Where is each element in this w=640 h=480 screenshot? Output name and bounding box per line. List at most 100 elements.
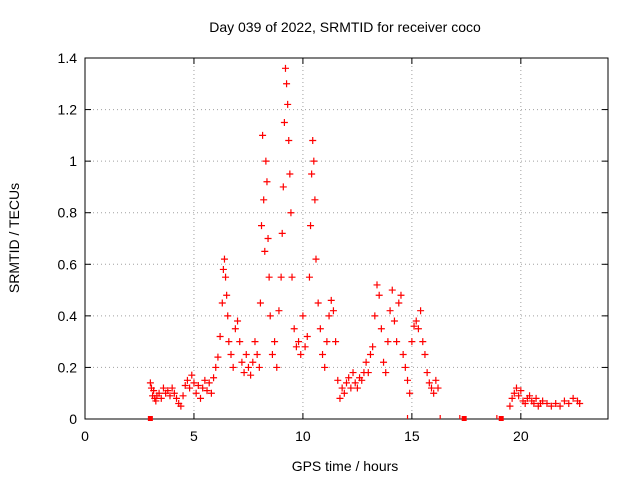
data-point [408,338,416,346]
data-point [508,394,516,402]
data-point [358,376,366,384]
data-point [517,387,525,395]
x-axis-title: GPS time / hours [292,458,399,474]
data-point [283,80,291,88]
data-point [287,209,295,217]
data-point [196,394,204,402]
data-point [414,325,422,333]
data-point [386,307,394,315]
data-point [210,374,218,382]
data-point [310,157,318,165]
y-tick-label: 0.8 [58,205,78,221]
x-tick-label: 15 [404,428,420,444]
data-point [234,317,242,325]
data-point [150,387,158,395]
data-point [212,363,220,371]
data-point [314,299,322,307]
data-point [311,196,319,204]
data-point [227,351,235,359]
data-point [280,118,288,126]
x-tick-label: 0 [81,428,89,444]
data-point [327,296,335,304]
data-point [552,400,560,408]
data-point [312,255,320,263]
data-point [362,358,370,366]
data-point [262,157,270,165]
data-point [565,400,573,408]
axis-ticks: 0 0.2 0.4 0.6 0.8 1 1.2 1.4 0 5 10 15 20 [58,50,608,444]
y-tick-label: 1.4 [58,50,78,66]
data-point [225,338,233,346]
data-point [256,299,264,307]
data-point [181,381,189,389]
data-point [338,384,346,392]
data-point [146,379,154,387]
data-point [247,371,255,379]
data-point [240,369,248,377]
y-tick-label: 1.2 [58,102,78,118]
data-point [560,397,568,405]
data-point [278,229,286,237]
data-point [556,402,564,410]
data-point [329,307,337,315]
data-point [421,351,429,359]
data-point [547,402,555,410]
data-point [199,384,207,392]
data-point [253,351,261,359]
data-point [203,387,211,395]
data-point [506,402,514,410]
data-point [244,363,252,371]
data-point [417,307,425,315]
data-point [207,389,215,397]
data-point [238,358,246,366]
data-point [305,273,313,281]
data-point [292,343,300,351]
data-point [286,170,294,178]
y-tick-label: 0 [69,411,77,427]
data-point [190,379,198,387]
data-point [194,381,202,389]
data-point [384,338,392,346]
data-point [334,376,342,384]
data-point [366,351,374,359]
data-point [336,394,344,402]
data-point [419,338,427,346]
data-point [369,343,377,351]
data-point [401,363,409,371]
data-point [152,397,160,405]
data-point [260,196,268,204]
data-point [423,369,431,377]
data-point [273,363,281,371]
data-point [395,299,403,307]
data-point [343,379,350,387]
data-point [220,255,228,263]
data-point [375,291,383,299]
data-point [425,379,433,387]
data-point [512,384,520,392]
x-tick-label: 5 [190,428,198,444]
data-point [264,235,272,242]
data-point [521,400,529,408]
data-point [364,369,372,377]
data-point [259,131,267,139]
data-point [295,338,303,346]
data-point [569,394,577,402]
data-point [263,178,271,186]
data-point [266,312,274,320]
zero-marker [147,416,153,421]
data-point [427,384,435,392]
data-point [526,392,534,400]
data-point [539,397,547,405]
data-point [277,273,285,281]
grid-lines [85,58,608,419]
data-point [271,338,279,346]
data-point [321,363,329,371]
data-point [164,387,172,395]
data-point [183,376,191,384]
data-point [223,291,231,299]
y-tick-label: 0.6 [58,256,78,272]
data-point [576,400,584,408]
data-point [275,307,283,315]
data-point [388,286,396,294]
data-point [412,317,420,325]
